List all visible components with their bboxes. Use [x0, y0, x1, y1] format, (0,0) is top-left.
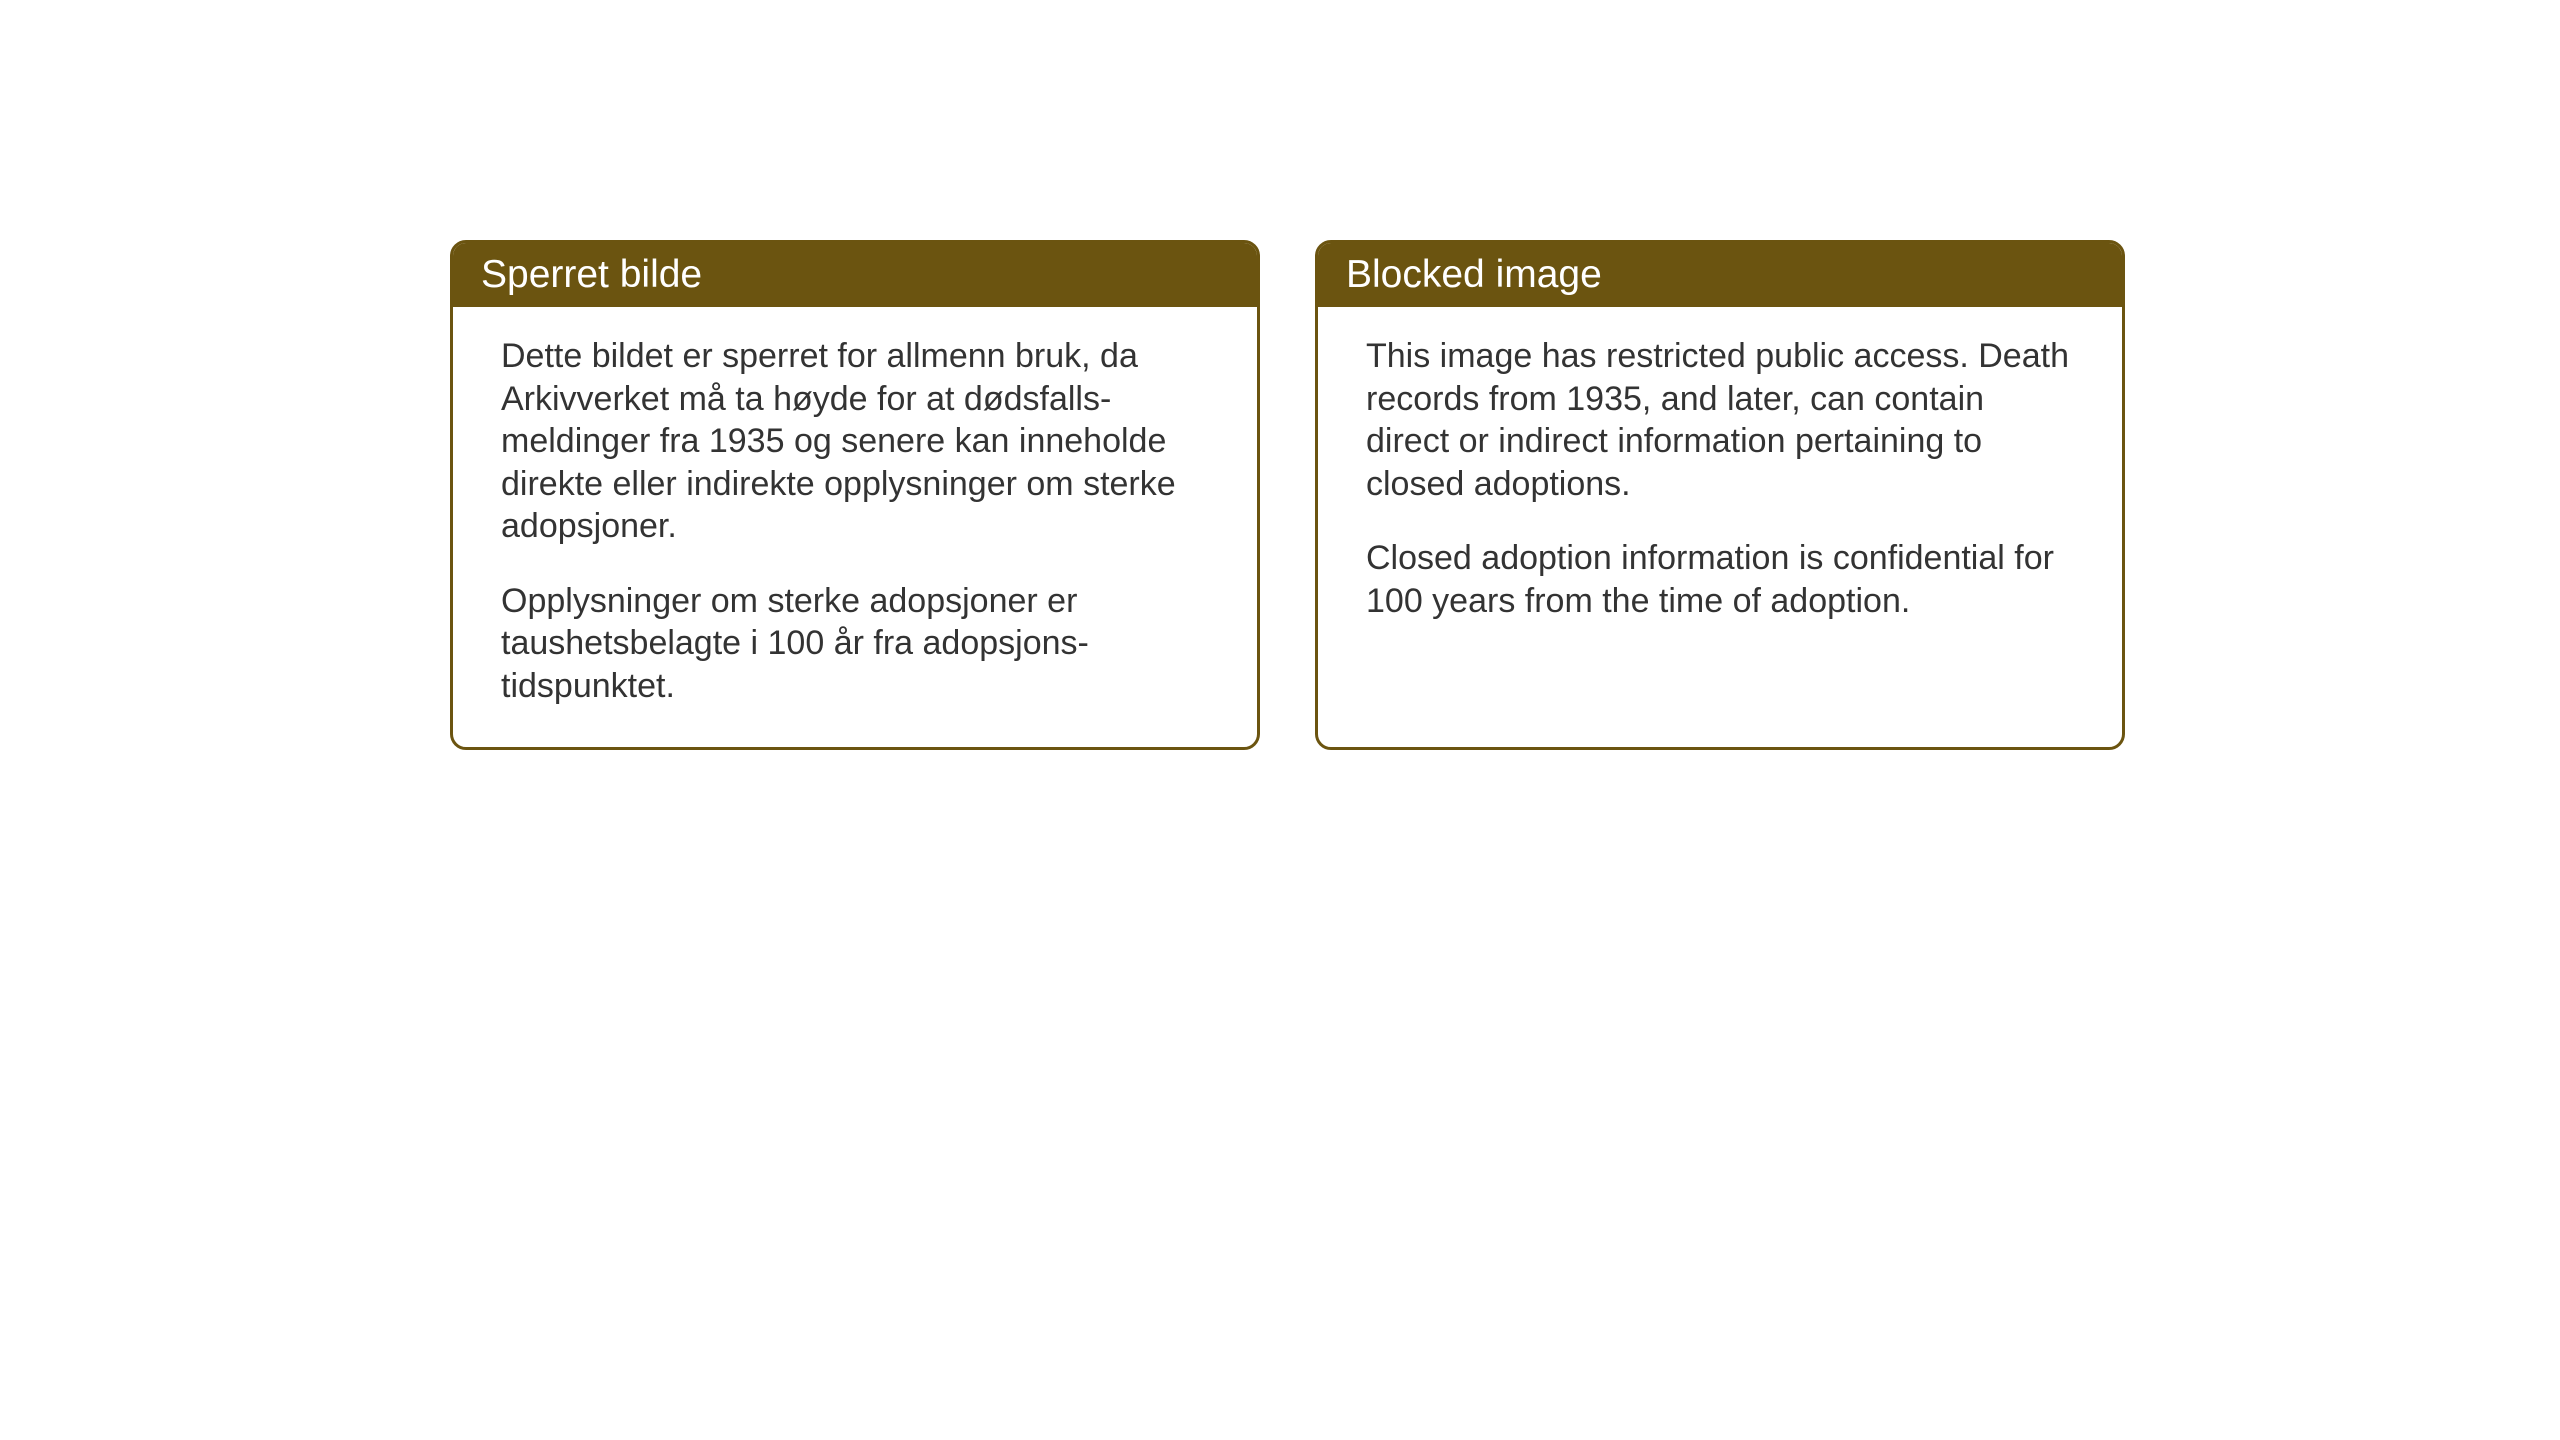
card-paragraph2-english: Closed adoption information is confident… [1366, 537, 2074, 622]
card-header-english: Blocked image [1318, 243, 2122, 307]
card-title-norwegian: Sperret bilde [481, 253, 702, 296]
card-paragraph1-english: This image has restricted public access.… [1366, 335, 2074, 505]
notice-container: Sperret bilde Dette bildet er sperret fo… [0, 0, 2560, 750]
notice-card-norwegian: Sperret bilde Dette bildet er sperret fo… [450, 240, 1260, 750]
notice-card-english: Blocked image This image has restricted … [1315, 240, 2125, 750]
card-body-english: This image has restricted public access.… [1318, 307, 2122, 662]
card-body-norwegian: Dette bildet er sperret for allmenn bruk… [453, 307, 1257, 747]
card-paragraph1-norwegian: Dette bildet er sperret for allmenn bruk… [501, 335, 1209, 548]
card-title-english: Blocked image [1346, 253, 1602, 296]
card-header-norwegian: Sperret bilde [453, 243, 1257, 307]
card-paragraph2-norwegian: Opplysninger om sterke adopsjoner er tau… [501, 580, 1209, 708]
